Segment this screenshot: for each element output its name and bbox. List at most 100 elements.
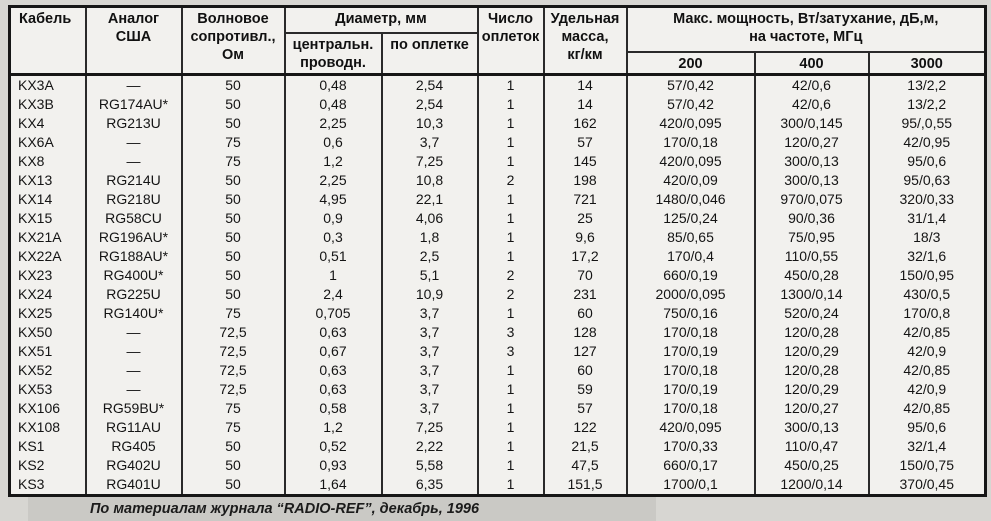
cell-power-3000mhz: 32/1,6: [867, 246, 987, 266]
cell-diameter-center: 0,93: [283, 455, 383, 475]
col-header-freq-3000: 3000: [867, 51, 987, 75]
table-row: KX3B RG174AU* 50 0,48 2,54 1 14 57/0,42 42/0,6 13…: [8, 94, 987, 114]
cell-diameter-center: 0,48: [283, 72, 383, 95]
cell-power-400mhz: 300/0,145: [753, 113, 870, 133]
cell-diameter-braid: 3,7: [380, 341, 479, 361]
cell-power-3000mhz: 42/0,9: [867, 379, 987, 399]
table-row: KX23 RG400U* 50 1 5,1 2 70 660/0,19 450/0,28 150/…: [8, 265, 987, 285]
cell-diameter-braid: 5,1: [380, 265, 479, 285]
cell-power-200mhz: 125/0,24: [625, 208, 756, 228]
cell-us-analog: RG140U*: [84, 303, 183, 323]
cell-power-200mhz: 170/0,4: [625, 246, 756, 266]
cell-cable: KX52: [8, 360, 87, 380]
table-header: Кабель Аналог США Волновое сопротивл., О…: [8, 6, 987, 75]
cell-impedance-ohm: 75: [180, 132, 286, 152]
cell-power-400mhz: 42/0,6: [753, 72, 870, 95]
cell-power-3000mhz: 42/0,9: [867, 341, 987, 361]
cell-us-analog: RG196AU*: [84, 227, 183, 247]
table-row: KX51—72,5 0,67 3,7 3 127 170/0,19 120/0,29 42/0…: [8, 341, 987, 361]
cell-power-3000mhz: 150/0,95: [867, 265, 987, 285]
col-header-impedance: Волновое сопротивл., Ом: [180, 6, 286, 75]
cell-mass-kg-km: 128: [542, 322, 628, 342]
cell-power-200mhz: 57/0,42: [625, 72, 756, 95]
cell-diameter-braid: 10,9: [380, 284, 479, 304]
cell-diameter-braid: 6,35: [380, 474, 479, 496]
cell-power-200mhz: 170/0,19: [625, 379, 756, 399]
cell-mass-kg-km: 60: [542, 360, 628, 380]
cell-impedance-ohm: 50: [180, 72, 286, 95]
cell-impedance-ohm: 50: [180, 170, 286, 190]
cell-impedance-ohm: 50: [180, 113, 286, 133]
cell-us-analog: RG402U: [84, 455, 183, 475]
cell-diameter-braid: 5,58: [380, 455, 479, 475]
cell-braid-count: 1: [476, 398, 545, 418]
cell-impedance-ohm: 50: [180, 455, 286, 475]
cell-mass-kg-km: 9,6: [542, 227, 628, 247]
cell-cable: KX21A: [8, 227, 87, 247]
cell-power-400mhz: 120/0,28: [753, 322, 870, 342]
cell-cable: KX22A: [8, 246, 87, 266]
cell-braid-count: 1: [476, 360, 545, 380]
table-row: KX106 RG59BU* 75 0,58 3,7 1 57 170/0,18 120/0,27…: [8, 398, 987, 418]
table-row: KX50—72,5 0,63 3,7 3 128 170/0,18 120/0,28 42/0…: [8, 322, 987, 342]
cell-braid-count: 1: [476, 208, 545, 228]
cell-diameter-center: 0,6: [283, 132, 383, 152]
cell-diameter-braid: 2,54: [380, 72, 479, 95]
cell-cable: KX50: [8, 322, 87, 342]
cell-mass-kg-km: 122: [542, 417, 628, 437]
cell-us-analog: RG11AU: [84, 417, 183, 437]
cell-cable: KX4: [8, 113, 87, 133]
cell-us-analog: —: [84, 151, 183, 171]
table-row: KX22A RG188AU* 50 0,51 2,5 1 17,2 170/0,4 110/0,…: [8, 246, 987, 266]
cell-power-400mhz: 450/0,28: [753, 265, 870, 285]
cell-cable: KX14: [8, 189, 87, 209]
cell-us-analog: RG188AU*: [84, 246, 183, 266]
cell-braid-count: 1: [476, 72, 545, 95]
cell-us-analog: —: [84, 379, 183, 399]
cell-power-200mhz: 2000/0,095: [625, 284, 756, 304]
cell-us-analog: —: [84, 360, 183, 380]
cell-braid-count: 2: [476, 170, 545, 190]
cell-power-400mhz: 42/0,6: [753, 94, 870, 114]
table-row: KX8—75 1,2 7,25 1 145 420/0,095 300/0,13 95/0,6: [8, 151, 987, 171]
cell-mass-kg-km: 47,5: [542, 455, 628, 475]
cell-diameter-center: 4,95: [283, 189, 383, 209]
cell-diameter-braid: 10,3: [380, 113, 479, 133]
cell-power-400mhz: 120/0,27: [753, 398, 870, 418]
cell-power-3000mhz: 170/0,8: [867, 303, 987, 323]
cell-diameter-center: 0,705: [283, 303, 383, 323]
cell-diameter-center: 0,63: [283, 379, 383, 399]
cell-us-analog: RG58CU: [84, 208, 183, 228]
cell-power-3000mhz: 13/2,2: [867, 72, 987, 95]
cell-us-analog: —: [84, 322, 183, 342]
cell-power-200mhz: 660/0,17: [625, 455, 756, 475]
cell-diameter-braid: 3,7: [380, 303, 479, 323]
cell-impedance-ohm: 75: [180, 417, 286, 437]
cell-us-analog: RG400U*: [84, 265, 183, 285]
cell-diameter-center: 0,63: [283, 322, 383, 342]
cell-power-3000mhz: 18/3: [867, 227, 987, 247]
cell-impedance-ohm: 50: [180, 474, 286, 496]
cell-impedance-ohm: 50: [180, 265, 286, 285]
cell-power-3000mhz: 370/0,45: [867, 474, 987, 496]
cell-us-analog: RG214U: [84, 170, 183, 190]
cell-impedance-ohm: 72,5: [180, 379, 286, 399]
cell-braid-count: 1: [476, 303, 545, 323]
cell-us-analog: —: [84, 72, 183, 95]
cell-diameter-center: 0,9: [283, 208, 383, 228]
cell-diameter-center: 0,52: [283, 436, 383, 456]
cell-power-3000mhz: 150/0,75: [867, 455, 987, 475]
cell-diameter-braid: 3,7: [380, 398, 479, 418]
cell-diameter-center: 1,64: [283, 474, 383, 496]
cell-braid-count: 1: [476, 436, 545, 456]
col-header-braid-count: Число оплеток: [476, 6, 545, 75]
cell-diameter-center: 2,25: [283, 170, 383, 190]
cell-power-3000mhz: 320/0,33: [867, 189, 987, 209]
cell-cable: KX13: [8, 170, 87, 190]
cell-power-200mhz: 85/0,65: [625, 227, 756, 247]
cell-power-3000mhz: 95/0,63: [867, 170, 987, 190]
cell-mass-kg-km: 231: [542, 284, 628, 304]
cell-mass-kg-km: 21,5: [542, 436, 628, 456]
cell-power-3000mhz: 13/2,2: [867, 94, 987, 114]
